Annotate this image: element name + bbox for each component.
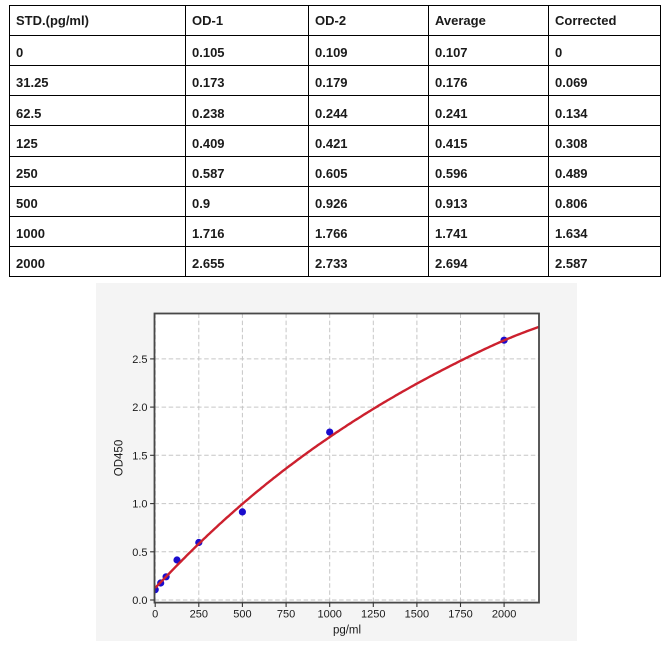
svg-text:2.0: 2.0 — [132, 402, 147, 414]
svg-text:1.5: 1.5 — [132, 450, 147, 462]
svg-text:pg/ml: pg/ml — [333, 625, 361, 637]
svg-text:1750: 1750 — [448, 608, 472, 620]
svg-text:250: 250 — [190, 608, 208, 620]
svg-text:0.5: 0.5 — [132, 547, 147, 559]
svg-text:0.0: 0.0 — [132, 595, 147, 607]
svg-text:1000: 1000 — [317, 608, 341, 620]
svg-text:1500: 1500 — [405, 608, 429, 620]
svg-text:2.5: 2.5 — [132, 354, 147, 366]
svg-text:1.0: 1.0 — [132, 499, 147, 511]
svg-text:500: 500 — [233, 608, 251, 620]
svg-text:1250: 1250 — [361, 608, 385, 620]
svg-text:2000: 2000 — [492, 608, 516, 620]
svg-text:OD450: OD450 — [113, 440, 125, 476]
svg-text:0: 0 — [152, 608, 158, 620]
svg-text:750: 750 — [277, 608, 295, 620]
